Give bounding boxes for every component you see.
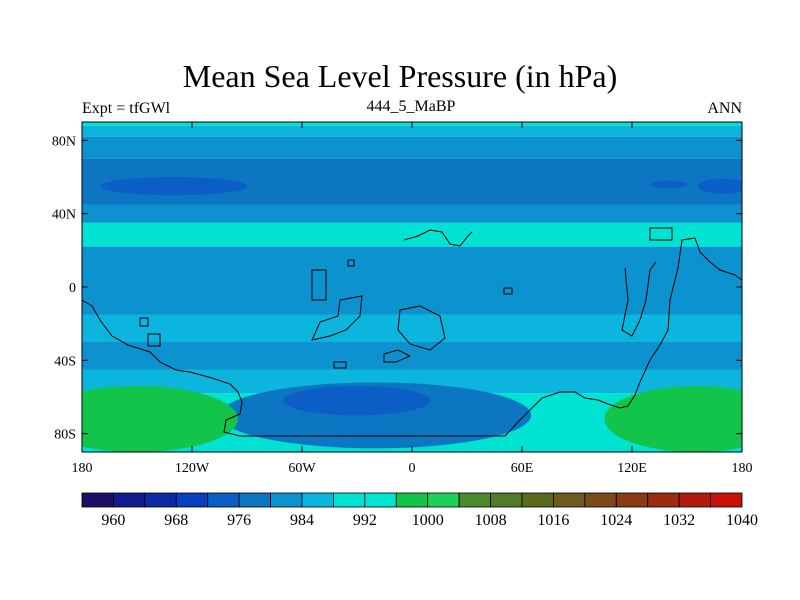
colorbar-box bbox=[113, 492, 146, 508]
island-outline bbox=[139, 317, 149, 327]
colorbar-label: 968 bbox=[164, 512, 188, 529]
chart-title: Mean Sea Level Pressure (in hPa) bbox=[182, 58, 618, 94]
island-outline bbox=[333, 361, 347, 369]
contour-band bbox=[82, 314, 742, 342]
island-outline bbox=[649, 227, 673, 241]
colorbar-box bbox=[678, 492, 711, 508]
colorbar-box bbox=[710, 492, 743, 508]
contour-region bbox=[604, 386, 742, 452]
colorbar-label: 1032 bbox=[663, 512, 695, 529]
colorbar-box bbox=[238, 492, 271, 508]
colorbar-box bbox=[615, 492, 649, 508]
x-tick-label: 60W bbox=[288, 461, 316, 476]
colorbar-label: 984 bbox=[290, 512, 314, 529]
contour-band bbox=[82, 369, 742, 394]
colorbar-box bbox=[647, 492, 680, 508]
colorbar-box bbox=[490, 492, 523, 508]
colorbar-label: 992 bbox=[353, 512, 377, 529]
x-tick-label: 60E bbox=[511, 461, 534, 476]
colorbar-label: 1016 bbox=[537, 512, 569, 529]
x-tick-label: 180 bbox=[732, 461, 753, 476]
contour-region bbox=[650, 180, 688, 188]
coastline-north-block bbox=[403, 229, 473, 247]
contour-region bbox=[82, 386, 238, 452]
axis-layer: 180 120W 60W 0 60E 120E 180 80N 40N 0 40S 80S bbox=[52, 122, 753, 476]
contour-band bbox=[82, 136, 742, 159]
colorbar-box bbox=[427, 492, 460, 508]
x-tick-label: 0 bbox=[409, 461, 416, 476]
contour-region bbox=[283, 386, 431, 416]
colorbar-box bbox=[521, 492, 554, 508]
island-outline bbox=[311, 269, 327, 301]
y-tick-label: 80N bbox=[52, 134, 76, 149]
colorbar-label: 1024 bbox=[600, 512, 632, 529]
contour-band bbox=[82, 204, 742, 223]
contour-fill-layer bbox=[82, 122, 742, 452]
x-tick-label: 120W bbox=[175, 461, 210, 476]
island-outline bbox=[347, 259, 355, 267]
island-outline bbox=[397, 305, 446, 351]
colorbar-box bbox=[584, 492, 617, 508]
island-outline bbox=[503, 287, 513, 295]
colorbar-box bbox=[175, 492, 209, 508]
contour-region bbox=[613, 265, 724, 309]
colorbar-label: 1040 bbox=[726, 512, 758, 529]
contour-band bbox=[82, 125, 742, 137]
x-tick-label: 120E bbox=[617, 461, 647, 476]
contour-region bbox=[292, 259, 513, 297]
colorbar-box bbox=[270, 492, 303, 508]
x-tick-label: 180 bbox=[72, 461, 93, 476]
coastline-east-block bbox=[621, 261, 657, 337]
season-label: ANN bbox=[707, 100, 742, 117]
colorbar-box bbox=[364, 492, 397, 508]
colorbar-label: 1008 bbox=[475, 512, 507, 529]
period-label: 444_5_MaBP bbox=[366, 98, 456, 115]
y-tick-label: 0 bbox=[69, 281, 76, 296]
colorbar: 960 968 976 984 992 1000 1008 1016 1024 1032 1040 bbox=[81, 492, 758, 529]
contour-region bbox=[698, 178, 742, 194]
coastline-gondwana bbox=[82, 237, 742, 437]
island-outline bbox=[311, 295, 363, 341]
colorbar-box bbox=[395, 492, 429, 508]
colorbar-box bbox=[81, 492, 114, 508]
colorbar-box bbox=[458, 492, 491, 508]
y-tick-label: 80S bbox=[54, 428, 76, 443]
colorbar-label: 976 bbox=[227, 512, 251, 529]
coastline-layer bbox=[82, 227, 742, 437]
contour-band bbox=[82, 342, 742, 370]
colorbar-box bbox=[333, 492, 366, 508]
y-tick-label: 40S bbox=[54, 354, 76, 369]
colorbar-box bbox=[553, 492, 586, 508]
colorbar-box bbox=[301, 492, 334, 508]
colorbar-box bbox=[207, 492, 240, 508]
colorbar-box bbox=[144, 492, 177, 508]
contour-region bbox=[100, 177, 247, 196]
colorbar-label: 1000 bbox=[412, 512, 444, 529]
contour-band bbox=[82, 222, 742, 247]
y-tick-label: 40N bbox=[52, 208, 76, 223]
experiment-label: Expt = tfGWl bbox=[82, 100, 171, 117]
island-outline bbox=[383, 349, 412, 363]
colorbar-label: 960 bbox=[101, 512, 125, 529]
island-outline bbox=[147, 333, 161, 347]
